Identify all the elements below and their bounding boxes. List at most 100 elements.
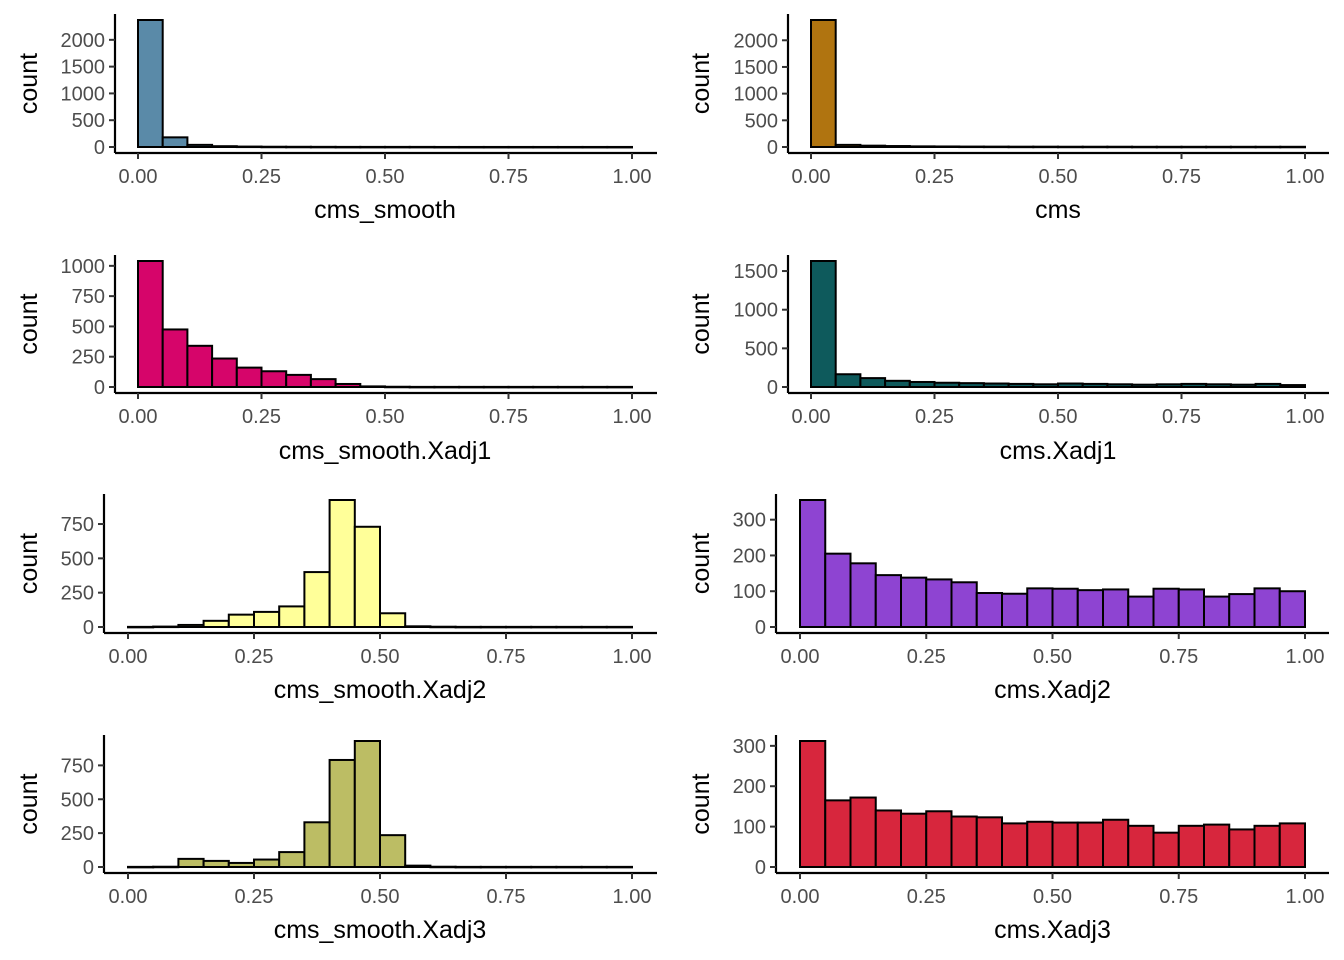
x-tick-label: 0.25 (242, 166, 281, 188)
histogram-bar (408, 145, 436, 149)
histogram-bar (950, 815, 978, 868)
x-axis-title: cms.Xadj2 (994, 676, 1111, 704)
histogram-bar (384, 145, 411, 149)
x-tick-label: 1.00 (1286, 646, 1325, 668)
histogram-bar (580, 865, 608, 869)
histogram-bar (933, 145, 961, 148)
histogram-bar (1131, 383, 1158, 388)
histogram-bar (1253, 824, 1281, 868)
x-tick-label: 1.00 (1286, 886, 1325, 908)
histogram-bar (580, 625, 608, 629)
histogram-bar (1228, 593, 1256, 629)
histogram-bar (1001, 592, 1029, 628)
histogram-bar (309, 378, 337, 388)
histogram-bar (454, 625, 482, 629)
y-axis-title: count (687, 533, 715, 594)
histogram-bar (556, 385, 584, 389)
x-tick-label: 0.75 (487, 646, 526, 668)
histogram-bar (505, 625, 533, 629)
histogram-bar (874, 574, 902, 629)
histogram-bar (799, 740, 827, 868)
histogram-panel-3: 0.00 0.25 0.50 0.75 1.00 0 250 500 750 1000 cms_sm… (15, 255, 657, 465)
histogram-bar (1228, 828, 1256, 869)
y-tick-label: 500 (745, 338, 778, 360)
y-tick-label: 0 (755, 617, 766, 639)
x-tick-label: 0.25 (242, 406, 281, 428)
histogram-bar (334, 382, 362, 389)
histogram-bar (1026, 820, 1054, 868)
histogram-bar (975, 816, 1003, 868)
y-tick-label: 1500 (734, 57, 779, 79)
y-tick-label: 200 (733, 776, 766, 798)
histogram-bar (908, 380, 936, 389)
y-tick-label: 1000 (734, 300, 779, 322)
histogram-bar (1032, 383, 1060, 388)
x-axis-title: cms.Xadj3 (994, 916, 1111, 944)
y-tick-label: 500 (61, 548, 94, 570)
histogram-bar (1102, 588, 1130, 629)
histogram-bar (1007, 382, 1035, 389)
histogram-bar (1205, 145, 1232, 149)
histogram-bar (482, 145, 510, 149)
histogram-bar (1127, 824, 1155, 868)
histogram-bar (1051, 587, 1079, 629)
histogram-bar (925, 578, 953, 629)
histogram-panel-6: 0.00 0.25 0.50 0.75 1.00 0 100 200 300 cms.Xadj2 c… (687, 494, 1329, 704)
histogram-bar (507, 385, 535, 389)
histogram-bar (1057, 382, 1084, 389)
y-tick-label: 750 (61, 755, 94, 777)
x-tick-label: 0.00 (781, 646, 820, 668)
y-tick-label: 500 (745, 110, 778, 132)
x-axis-title: cms.Xadj1 (1000, 437, 1117, 465)
y-tick-label: 0 (94, 377, 105, 399)
y-tick-label: 500 (72, 316, 105, 338)
histogram-panel-7: 0.00 0.25 0.50 0.75 1.00 0 250 500 750 cms_smooth… (15, 735, 657, 944)
histogram-bar (874, 809, 902, 869)
histogram-bar (950, 581, 978, 628)
y-tick-label: 300 (733, 736, 766, 758)
histogram-bar (227, 613, 256, 629)
histogram-bar (834, 143, 862, 148)
histogram-bar (433, 145, 461, 149)
x-tick-label: 1.00 (1286, 166, 1325, 188)
y-tick-label: 250 (72, 347, 105, 369)
x-tick-label: 0.50 (1039, 166, 1078, 188)
histogram-bar (1278, 590, 1306, 628)
x-tick-label: 0.25 (907, 646, 946, 668)
histogram-panel-8: 0.00 0.25 0.50 0.75 1.00 0 100 200 300 cms.Xadj3 c… (687, 735, 1329, 944)
y-axis-title: count (687, 293, 715, 354)
histogram-bar (958, 382, 985, 389)
histogram-bar (433, 385, 461, 389)
histogram-panel-1: 0.00 0.25 0.50 0.75 1.00 0 500 1000 1500 2000 cms_… (15, 14, 657, 224)
histogram-bar (260, 145, 288, 149)
histogram-bar (925, 810, 953, 868)
y-tick-label: 1500 (734, 261, 779, 283)
y-tick-label: 0 (83, 617, 94, 639)
histogram-bar (505, 865, 533, 869)
y-tick-label: 2000 (61, 30, 106, 52)
x-tick-label: 0.00 (781, 886, 820, 908)
y-tick-label: 0 (767, 377, 778, 399)
x-tick-label: 0.50 (1033, 886, 1072, 908)
x-tick-label: 0.25 (915, 406, 954, 428)
histogram-bar (161, 136, 189, 149)
y-tick-label: 500 (61, 789, 94, 811)
histogram-bar (975, 592, 1003, 629)
x-tick-label: 0.50 (1033, 646, 1072, 668)
histogram-bar (530, 625, 558, 629)
y-tick-label: 500 (72, 110, 105, 132)
y-tick-label: 200 (733, 545, 766, 567)
histogram-bar (359, 385, 386, 388)
histogram-bar (152, 625, 180, 629)
histogram-bar (137, 19, 164, 148)
x-tick-label: 1.00 (613, 406, 652, 428)
histogram-bar (556, 145, 584, 149)
y-tick-label: 1000 (61, 83, 106, 105)
x-tick-label: 1.00 (613, 166, 652, 188)
histogram-bar (605, 625, 633, 629)
histogram-bar (260, 370, 288, 388)
histogram-bar (458, 385, 485, 389)
histogram-bar (1180, 145, 1208, 149)
histogram-bar (253, 610, 281, 628)
histogram-bar (479, 625, 507, 629)
